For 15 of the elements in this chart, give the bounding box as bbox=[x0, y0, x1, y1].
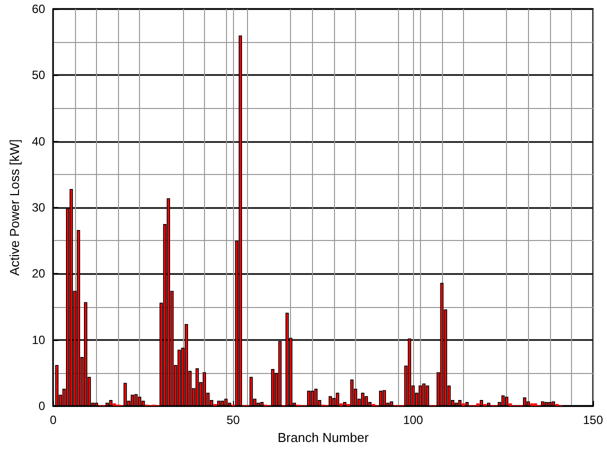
y-tick-label: 10 bbox=[32, 332, 46, 347]
bar bbox=[530, 403, 534, 406]
y-tick-label: 0 bbox=[38, 399, 46, 413]
x-tick-label: 50 bbox=[226, 413, 240, 427]
x-tick-label: 100 bbox=[403, 413, 424, 427]
x-tick-label: 0 bbox=[50, 413, 57, 427]
bar bbox=[476, 403, 480, 406]
x-axis-title: Branch Number bbox=[278, 430, 370, 445]
y-tick-label: 40 bbox=[32, 134, 46, 148]
y-tick-label: 50 bbox=[32, 68, 46, 82]
x-tick-label: 150 bbox=[582, 413, 604, 427]
y-tick-label: 60 bbox=[32, 2, 46, 16]
y-tick-label: 30 bbox=[32, 200, 46, 214]
y-axis-title: Active Power Loss [kW] bbox=[7, 139, 22, 276]
y-tick-label: 20 bbox=[32, 266, 46, 281]
